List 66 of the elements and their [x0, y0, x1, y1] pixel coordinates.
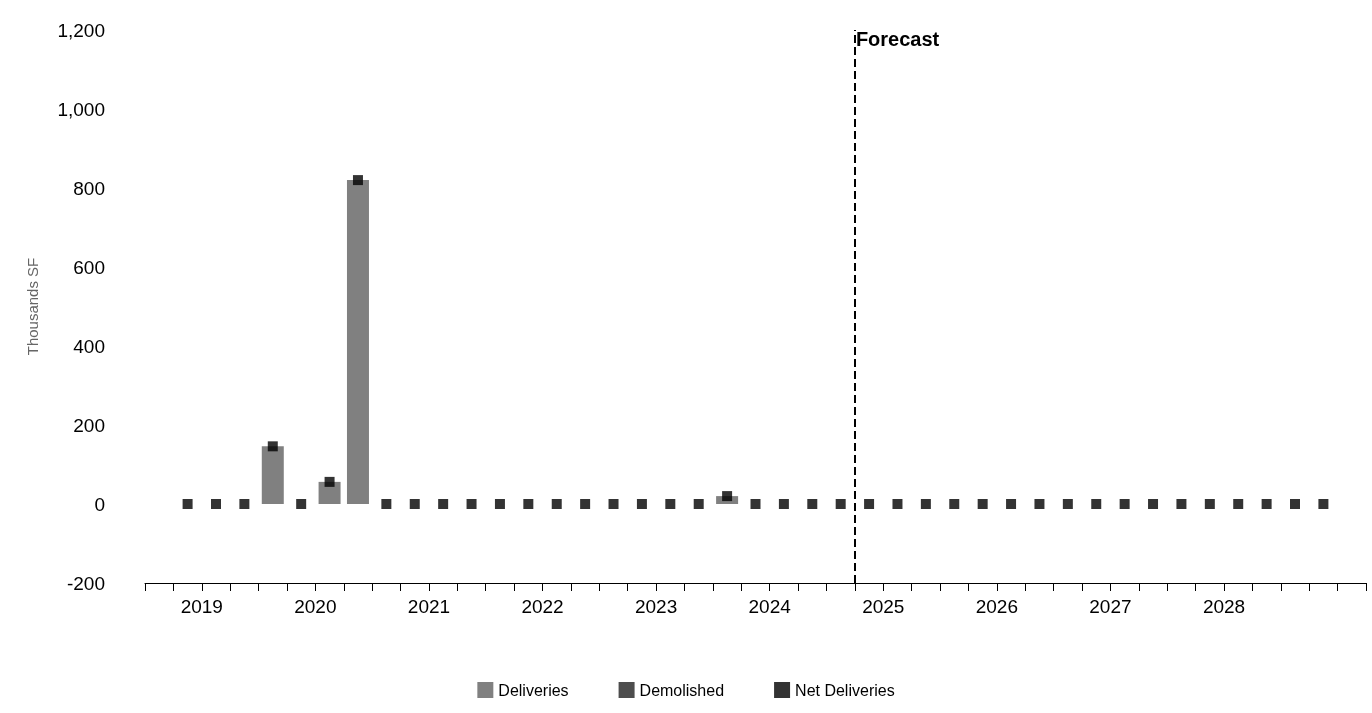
point	[1233, 499, 1244, 509]
y-tick-label: 200	[73, 414, 105, 436]
point	[778, 499, 789, 509]
x-tick-label: 2021	[407, 596, 451, 617]
x-tick-label: 2028	[1202, 596, 1246, 617]
point	[636, 499, 647, 509]
y-tick-label: 600	[73, 256, 105, 278]
point	[1204, 499, 1215, 509]
point	[580, 499, 591, 509]
y-tick-label: 1,200	[57, 19, 105, 41]
point	[949, 499, 960, 509]
x-tick-label: 2022	[521, 596, 564, 617]
x-tick-label: 2026	[975, 596, 1018, 617]
point	[1261, 499, 1272, 509]
legend-label: Net Deliveries	[795, 681, 895, 699]
point	[409, 499, 420, 509]
point	[466, 499, 477, 509]
y-tick-label: 1,000	[57, 98, 105, 120]
point	[551, 499, 562, 509]
point	[1062, 499, 1073, 509]
point	[977, 499, 988, 509]
y-tick-label: 400	[73, 335, 105, 357]
x-tick-label: 2025	[862, 596, 905, 617]
point	[438, 499, 449, 509]
ref-line-label: Forecast	[855, 28, 940, 50]
point	[296, 499, 307, 509]
point	[892, 499, 903, 509]
point	[807, 499, 818, 509]
point	[1148, 499, 1159, 509]
bar	[346, 180, 369, 504]
point	[324, 476, 335, 487]
x-tick-label: 2019	[180, 596, 223, 617]
legend-label: Deliveries	[498, 681, 569, 699]
y-tick-label: -200	[66, 572, 105, 594]
point	[665, 499, 676, 509]
legend-label: Demolished	[639, 681, 725, 699]
point	[182, 499, 193, 509]
x-tick-label: 2027	[1089, 596, 1132, 617]
point	[835, 499, 846, 509]
point	[352, 175, 363, 186]
point	[1176, 499, 1187, 509]
x-tick-label: 2023	[634, 596, 678, 617]
point	[381, 499, 392, 509]
point	[1119, 499, 1130, 509]
y-tick-label: 0	[94, 493, 105, 515]
y-tick-label: 800	[73, 177, 105, 199]
point	[210, 499, 221, 509]
point	[239, 499, 250, 509]
y-axis-title: Thousands SF	[24, 257, 41, 356]
point	[750, 499, 761, 509]
point	[1290, 499, 1301, 509]
point	[722, 491, 733, 502]
point	[1006, 499, 1017, 509]
x-tick-label: 2020	[294, 596, 337, 617]
point	[267, 441, 278, 452]
point	[523, 499, 534, 509]
point	[494, 499, 505, 509]
point	[1034, 499, 1045, 509]
x-tick-label: 2024	[748, 596, 792, 617]
point	[608, 499, 619, 509]
point	[1091, 499, 1102, 509]
point	[864, 499, 875, 509]
point	[693, 499, 704, 509]
point	[1318, 499, 1329, 509]
bar	[261, 446, 284, 504]
point	[920, 499, 931, 509]
